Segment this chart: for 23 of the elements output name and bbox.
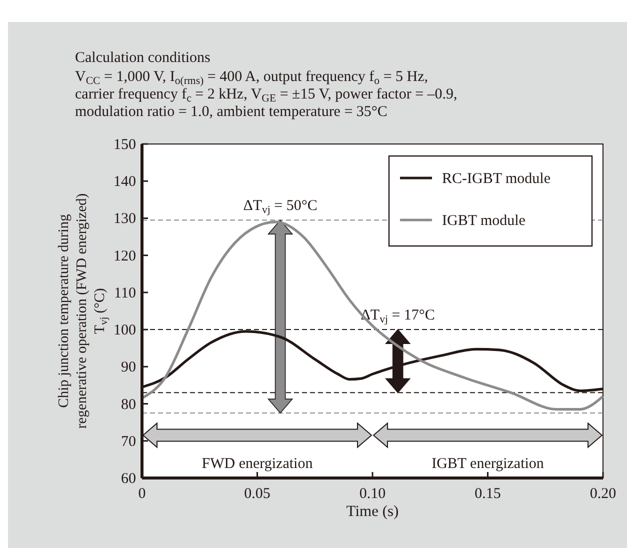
x-tick-label: 0.05 [244,486,270,502]
x-axis-title: Time (s) [346,503,399,520]
y-tick-label: 60 [121,471,136,487]
y-tick-label: 120 [114,248,136,264]
x-tick-label: 0.20 [590,486,616,502]
y-tick-label: 130 [114,211,136,228]
y-tick-label: 70 [121,434,136,450]
x-tick-label: 0.10 [359,486,386,502]
legend-label: RC-IGBT module [442,171,551,187]
y-tick-label: 150 [114,137,136,153]
legend-label: IGBT module [442,213,526,229]
y-tick-label: 90 [121,360,136,376]
annotation: IGBT energization [432,456,544,472]
y-tick-label: 140 [114,174,136,190]
chart-title: Calculation conditions [75,50,211,66]
x-tick-label: 0 [138,486,146,502]
annotation: FWD energization [202,456,314,472]
y-tick-label: 100 [114,322,136,339]
y-tick-label: 110 [114,285,136,302]
annotation: ΔT$_{vj}$ = 50°C [243,198,318,216]
x-tick-label: 0.15 [474,486,501,502]
y-tick-label: 80 [121,396,136,413]
text: V$_{CC}$ = 1,000 V, I$_{o(rms)}$ = 400 A, output frequency f$_{o}$ = 5 Hz, carrier frequency f$_{c}$ = 2 kHz, V$_{GE}$ = ±15 V, power factor = –0.9, modulation ratio = 1.0, ambient temperature = 35°C [75,69,458,120]
